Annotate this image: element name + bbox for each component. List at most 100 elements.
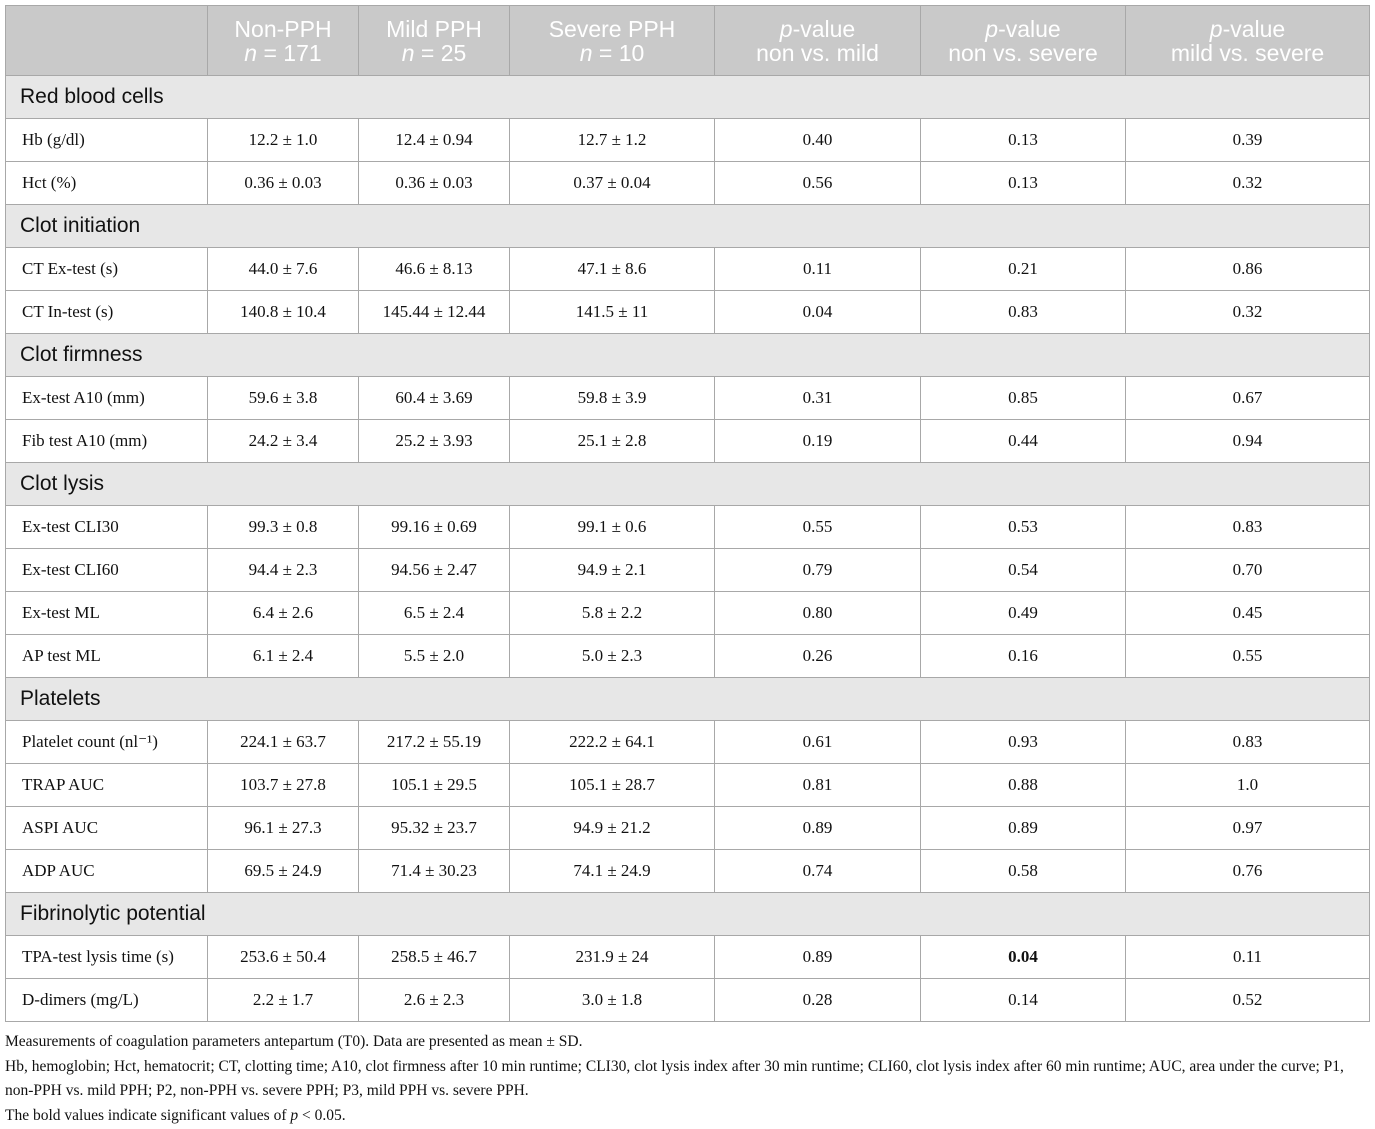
data-cell: 0.88 xyxy=(920,763,1126,807)
data-row: Platelet count (nl⁻¹) 224.1 ± 63.7 217.2 ±… xyxy=(5,720,1370,764)
data-cell: 0.13 xyxy=(920,118,1126,162)
data-row: TPA-test lysis time (s) 253.6 ± 50.4 258.5… xyxy=(5,935,1370,979)
section-row: Clot lysis xyxy=(5,462,1370,506)
data-cell: 0.67 xyxy=(1125,376,1370,420)
data-cell: 0.39 xyxy=(1125,118,1370,162)
data-cell: 95.32 ± 23.7 xyxy=(358,806,510,850)
data-cell: 0.19 xyxy=(714,419,921,463)
section-row: Clot firmness xyxy=(5,333,1370,377)
data-row: Hb (g/dl) 12.2 ± 1.0 12.4 ± 0.94 12.7 ± 1.2… xyxy=(5,118,1370,162)
group-name: Mild PPH xyxy=(386,15,482,42)
comparison: non vs. mild xyxy=(756,39,879,66)
data-cell: 74.1 ± 24.9 xyxy=(509,849,715,893)
data-cell: 0.32 xyxy=(1125,161,1370,205)
row-label: ASPI AUC xyxy=(5,806,208,850)
data-cell: 0.13 xyxy=(920,161,1126,205)
data-cell: 2.2 ± 1.7 xyxy=(207,978,359,1022)
data-cell: 0.85 xyxy=(920,376,1126,420)
data-cell: 0.11 xyxy=(1125,935,1370,979)
data-cell: 94.9 ± 2.1 xyxy=(509,548,715,592)
data-cell: 140.8 ± 10.4 xyxy=(207,290,359,334)
section-row: Red blood cells xyxy=(5,75,1370,119)
data-row: Fib test A10 (mm) 24.2 ± 3.4 25.2 ± 3.93 25… xyxy=(5,419,1370,463)
data-cell: 0.53 xyxy=(920,505,1126,549)
row-label: Ex-test ML xyxy=(5,591,208,635)
section-row: Clot initiation xyxy=(5,204,1370,248)
row-label: Fib test A10 (mm) xyxy=(5,419,208,463)
row-label: Ex-test CLI60 xyxy=(5,548,208,592)
data-cell: 0.21 xyxy=(920,247,1126,291)
p-suffix: -value xyxy=(998,15,1061,42)
data-cell: 0.86 xyxy=(1125,247,1370,291)
header-row: Non-PPH n = 171 Mild PPH n = 25 Severe PPH n … xyxy=(5,5,1370,76)
row-label: Ex-test CLI30 xyxy=(5,505,208,549)
data-cell: 5.0 ± 2.3 xyxy=(509,634,715,678)
data-cell: 99.3 ± 0.8 xyxy=(207,505,359,549)
header-cell: p-value non vs. mild xyxy=(714,5,921,76)
data-cell: 217.2 ± 55.19 xyxy=(358,720,510,764)
data-cell: 0.81 xyxy=(714,763,921,807)
data-row: CT In-test (s) 140.8 ± 10.4 145.44 ± 12.44… xyxy=(5,290,1370,334)
data-row: Hct (%) 0.36 ± 0.03 0.36 ± 0.03 0.37 ± 0.04… xyxy=(5,161,1370,205)
data-cell: 258.5 ± 46.7 xyxy=(358,935,510,979)
data-cell: 145.44 ± 12.44 xyxy=(358,290,510,334)
row-label: Ex-test A10 (mm) xyxy=(5,376,208,420)
data-row: TRAP AUC 103.7 ± 27.8 105.1 ± 29.5 105.1 ± … xyxy=(5,763,1370,807)
data-cell: 94.9 ± 21.2 xyxy=(509,806,715,850)
header-line: n = 10 xyxy=(510,41,714,65)
data-cell: 0.83 xyxy=(1125,720,1370,764)
data-cell: 0.16 xyxy=(920,634,1126,678)
data-cell: 0.89 xyxy=(920,806,1126,850)
row-label: ADP AUC xyxy=(5,849,208,893)
n-value: = 10 xyxy=(592,39,645,66)
data-cell: 47.1 ± 8.6 xyxy=(509,247,715,291)
header-line: Severe PPH xyxy=(510,17,714,41)
data-table: Non-PPH n = 171 Mild PPH n = 25 Severe PPH n … xyxy=(5,5,1370,1022)
comparison: mild vs. severe xyxy=(1170,39,1325,66)
data-cell: 5.8 ± 2.2 xyxy=(509,591,715,635)
group-name: Non-PPH xyxy=(234,15,332,42)
section-row: Fibrinolytic potential xyxy=(5,892,1370,936)
data-cell: 0.14 xyxy=(920,978,1126,1022)
data-cell: 0.11 xyxy=(714,247,921,291)
data-cell: 5.5 ± 2.0 xyxy=(358,634,510,678)
data-cell: 99.1 ± 0.6 xyxy=(509,505,715,549)
footnote-text: Hb, hemoglobin; Hct, hematocrit; CT, clo… xyxy=(5,1057,1344,1100)
header-line: non vs. mild xyxy=(715,41,920,65)
data-row: AP test ML 6.1 ± 2.4 5.5 ± 2.0 5.0 ± 2.3 0.2… xyxy=(5,634,1370,678)
data-cell: 0.45 xyxy=(1125,591,1370,635)
row-label: TRAP AUC xyxy=(5,763,208,807)
data-row: Ex-test CLI30 99.3 ± 0.8 99.16 ± 0.69 99.1 … xyxy=(5,505,1370,549)
data-cell: 0.55 xyxy=(1125,634,1370,678)
data-cell: 103.7 ± 27.8 xyxy=(207,763,359,807)
data-cell: 0.56 xyxy=(714,161,921,205)
data-cell: 141.5 ± 11 xyxy=(509,290,715,334)
section-title: Red blood cells xyxy=(5,75,1370,119)
data-cell: 71.4 ± 30.23 xyxy=(358,849,510,893)
footnote: Hb, hemoglobin; Hct, hematocrit; CT, clo… xyxy=(5,1055,1370,1104)
data-row: Ex-test A10 (mm) 59.6 ± 3.8 60.4 ± 3.69 59.… xyxy=(5,376,1370,420)
data-cell: 59.8 ± 3.9 xyxy=(509,376,715,420)
row-label: Platelet count (nl⁻¹) xyxy=(5,720,208,764)
data-cell: 0.49 xyxy=(920,591,1126,635)
p-suffix: -value xyxy=(1222,15,1286,42)
data-cell: 0.97 xyxy=(1125,806,1370,850)
data-cell: 94.56 ± 2.47 xyxy=(358,548,510,592)
section-title: Clot initiation xyxy=(5,204,1370,248)
data-cell: 0.79 xyxy=(714,548,921,592)
row-label: D-dimers (mg/L) xyxy=(5,978,208,1022)
footnote-text: Measurements of coagulation parameters a… xyxy=(5,1033,583,1050)
header-cell xyxy=(5,5,208,76)
data-cell: 0.83 xyxy=(1125,505,1370,549)
n-value: = 171 xyxy=(257,39,322,66)
section-row: Platelets xyxy=(5,677,1370,721)
footnote: Measurements of coagulation parameters a… xyxy=(5,1030,1370,1055)
n-symbol: n xyxy=(579,39,593,66)
p-symbol: p xyxy=(779,15,793,42)
data-cell: 0.26 xyxy=(714,634,921,678)
data-cell: 44.0 ± 7.6 xyxy=(207,247,359,291)
footnote: The bold values indicate significant val… xyxy=(5,1104,1370,1129)
header-line: n = 171 xyxy=(208,41,358,65)
header-cell: Mild PPH n = 25 xyxy=(358,5,510,76)
